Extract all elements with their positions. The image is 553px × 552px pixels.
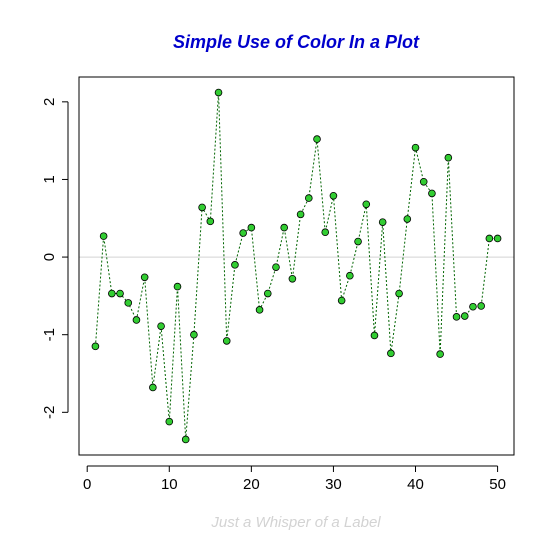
data-point [125, 299, 132, 306]
data-point [470, 303, 477, 310]
x-tick-label: 0 [83, 476, 91, 493]
data-point [264, 290, 271, 297]
data-point [207, 218, 214, 225]
data-point [92, 343, 99, 350]
x-tick-label: 40 [407, 476, 424, 493]
data-point [174, 283, 181, 290]
x-tick-label: 30 [325, 476, 342, 493]
data-point [330, 192, 337, 199]
data-point [281, 224, 288, 231]
data-point [396, 290, 403, 297]
data-point [420, 178, 427, 185]
data-point [133, 317, 140, 324]
x-axis-label: Just a Whisper of a Label [210, 514, 381, 531]
x-tick-label: 10 [161, 476, 178, 493]
data-point [355, 238, 362, 245]
x-tick-label: 20 [243, 476, 260, 493]
data-points [92, 89, 501, 443]
data-point [371, 332, 378, 339]
data-point [166, 418, 173, 425]
data-point [117, 290, 124, 297]
data-point [445, 154, 452, 161]
data-point [486, 235, 493, 242]
y-tick-label: 0 [41, 253, 58, 261]
chart-title: Simple Use of Color In a Plot [173, 32, 420, 52]
data-point [387, 350, 394, 357]
data-point [100, 233, 107, 240]
data-point [461, 313, 468, 320]
data-point [248, 224, 255, 231]
data-point [478, 303, 485, 310]
data-point [191, 331, 198, 338]
data-point [149, 384, 156, 391]
y-tick-label: 2 [41, 98, 58, 106]
data-point [314, 136, 321, 143]
data-point [453, 313, 460, 320]
y-tick-label: -2 [41, 406, 58, 419]
data-point [437, 351, 444, 358]
data-point [379, 219, 386, 226]
y-axis: -2 -1 0 1 2 [41, 98, 68, 419]
data-point [240, 230, 247, 237]
data-point [412, 144, 419, 151]
data-point [322, 229, 329, 236]
data-point [223, 338, 230, 345]
data-point [363, 201, 370, 208]
data-point [297, 211, 304, 218]
data-point [289, 275, 296, 282]
data-point [182, 436, 189, 443]
data-point [199, 204, 206, 211]
plot-frame [79, 77, 514, 455]
data-point [273, 264, 280, 271]
data-point [305, 195, 312, 202]
data-point [108, 290, 115, 297]
y-tick-label: 1 [41, 175, 58, 183]
x-axis: 0 10 20 30 40 50 [83, 466, 506, 493]
data-point [404, 216, 411, 223]
data-point [215, 89, 222, 96]
data-point [158, 323, 165, 330]
data-point [232, 261, 239, 268]
data-point [429, 190, 436, 197]
x-tick-label: 50 [489, 476, 506, 493]
data-point [338, 297, 345, 304]
data-point [494, 235, 501, 242]
data-point [256, 306, 263, 313]
data-point [141, 274, 148, 281]
y-tick-label: -1 [41, 328, 58, 341]
data-point [346, 272, 353, 279]
